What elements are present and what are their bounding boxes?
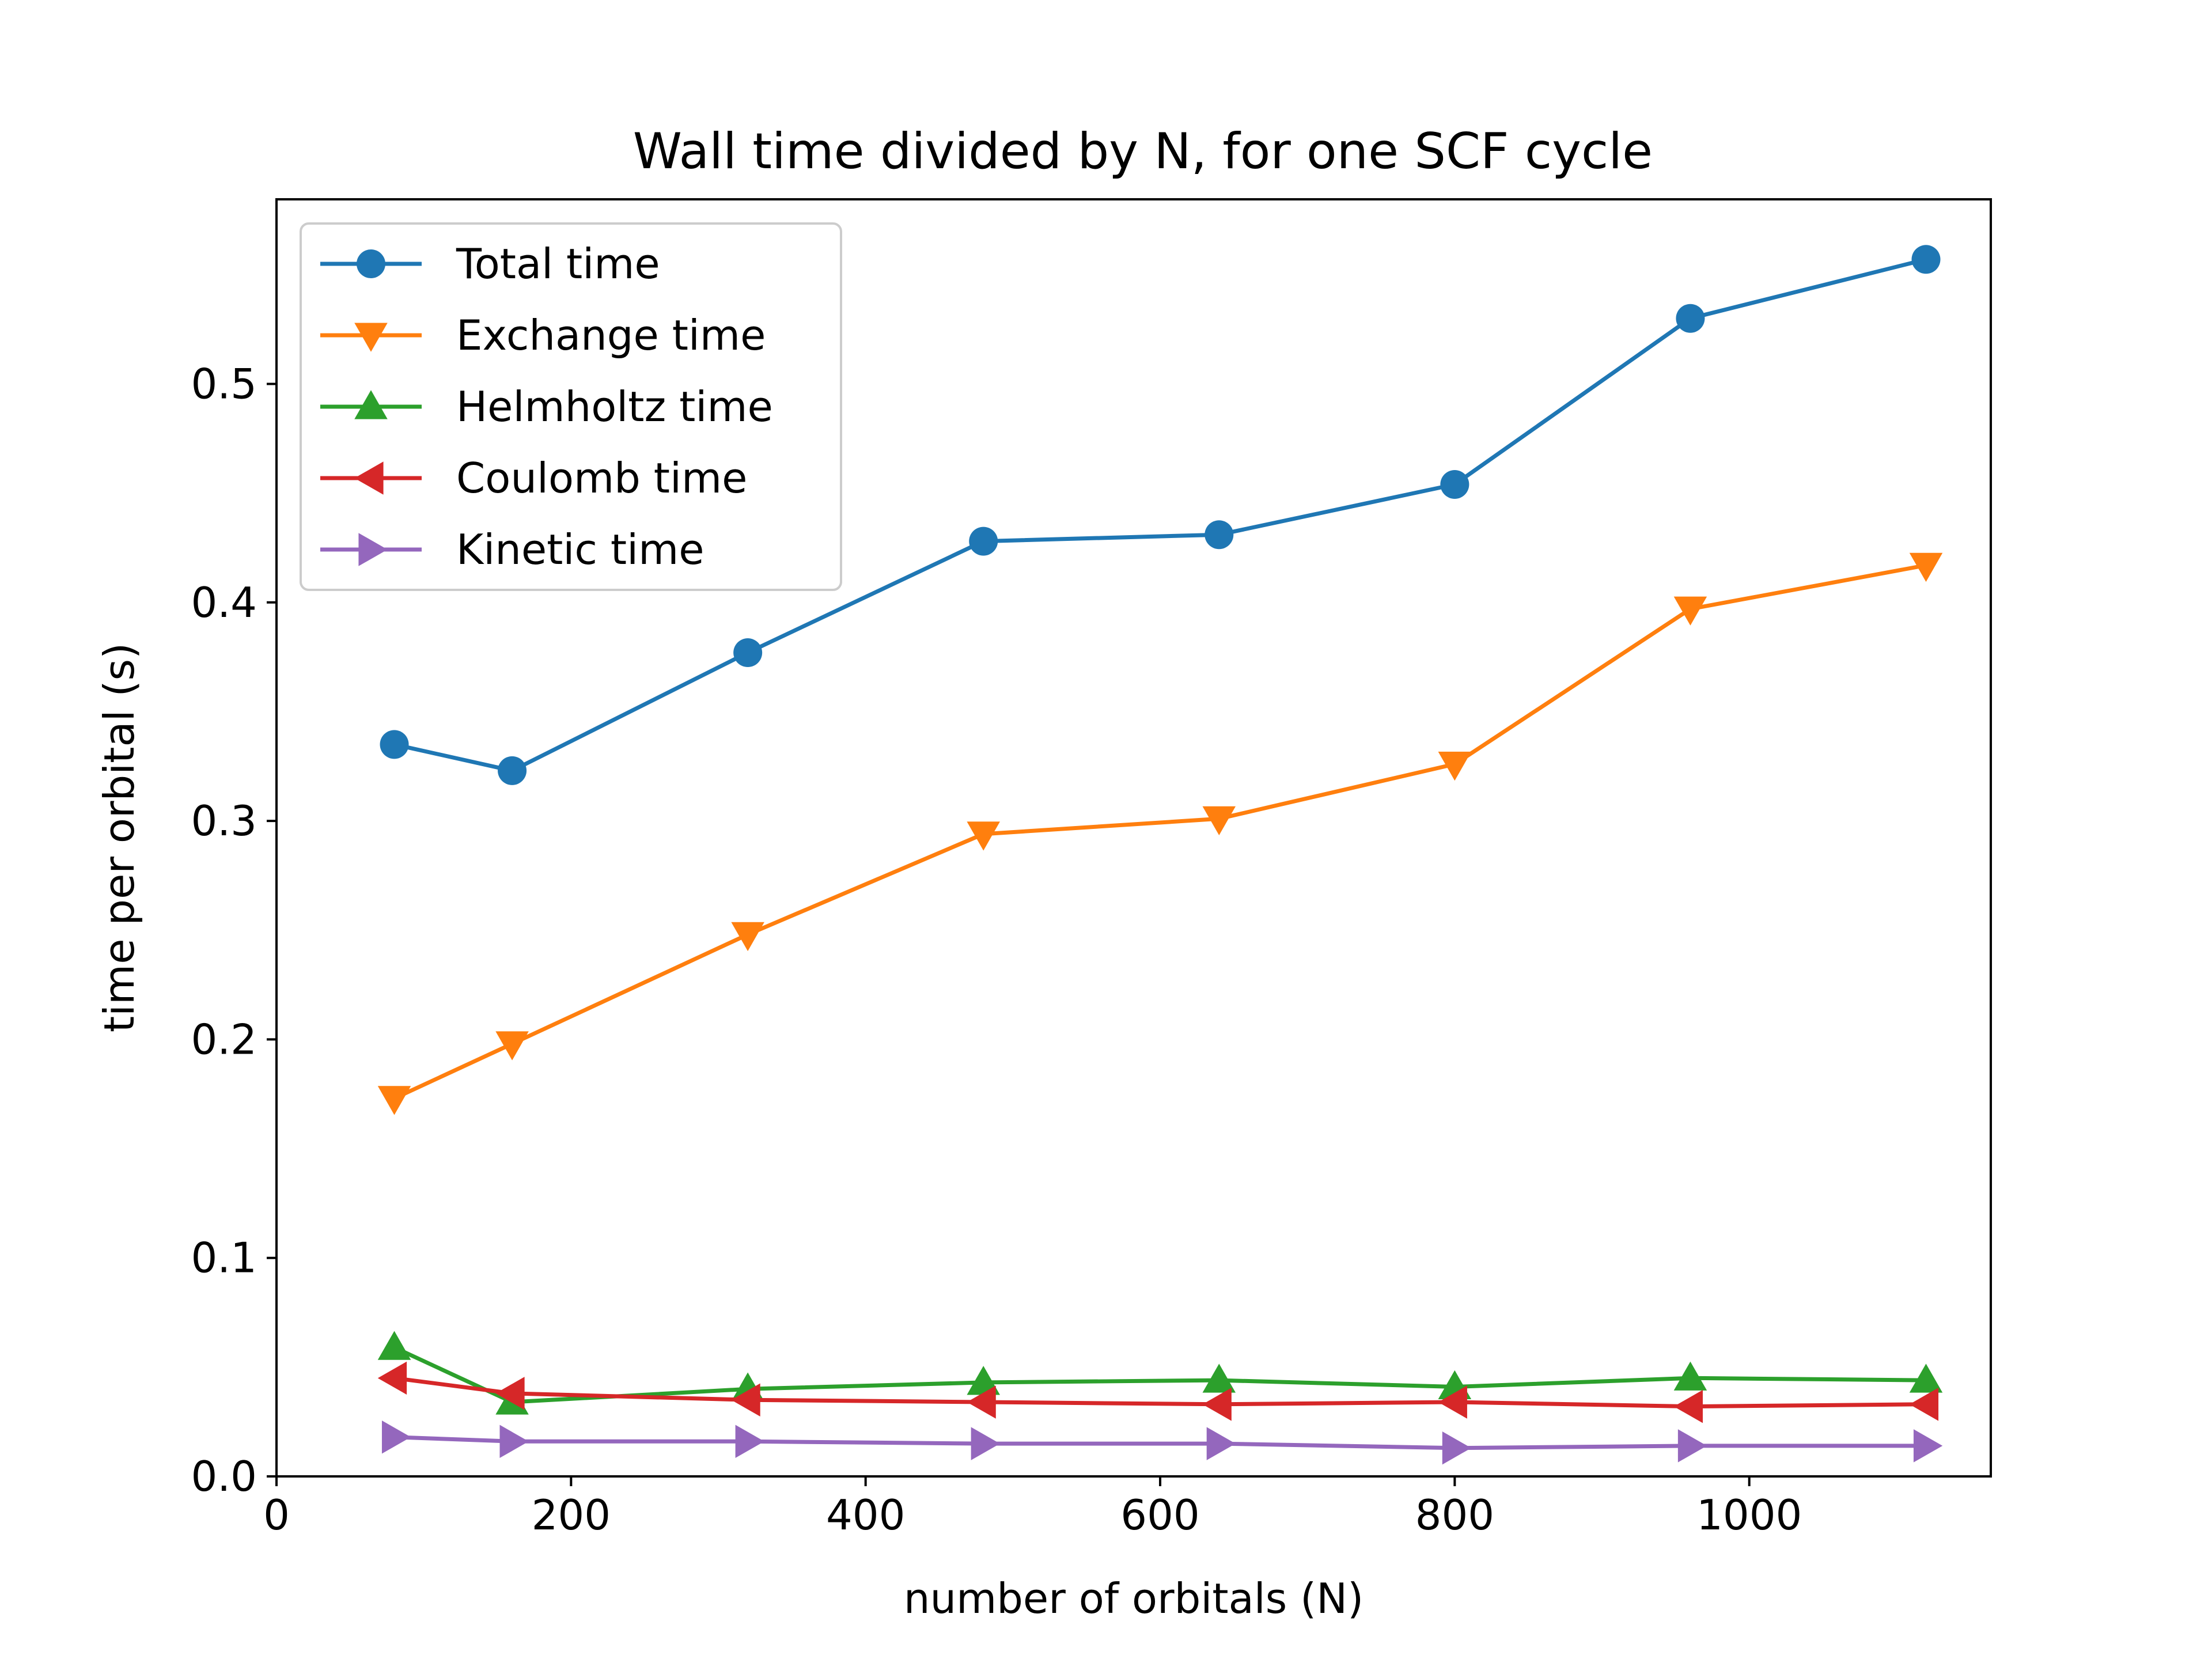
data-point (377, 1086, 411, 1115)
x-axis-label: number of orbitals (N) (904, 1574, 1363, 1623)
data-point (971, 1427, 1000, 1460)
legend-label: Kinetic time (456, 525, 704, 574)
chart-title: Wall time divided by N, for one SCF cycl… (633, 123, 1653, 180)
data-point (1911, 245, 1941, 274)
data-point (1677, 1429, 1707, 1463)
legend-label: Coulomb time (456, 454, 747, 502)
legend-marker (354, 323, 388, 352)
axes-frame (275, 198, 1992, 1478)
legend-marker (354, 461, 384, 495)
data-point (731, 922, 764, 952)
data-point (1913, 1429, 1943, 1463)
data-point (969, 527, 998, 556)
y-tick-label: 0.5 (191, 360, 257, 408)
series (377, 552, 1943, 1115)
x-tick-label: 800 (1415, 1491, 1494, 1539)
legend-marker (354, 390, 388, 419)
legend-label: Total time (456, 240, 660, 288)
data-point (499, 1425, 529, 1459)
y-tick-label: 0.0 (191, 1452, 257, 1501)
data-point (380, 730, 409, 759)
data-point (967, 821, 1000, 851)
x-tick-label: 0 (263, 1491, 290, 1539)
x-axis: 0 200 400 600 800 1000 (263, 1476, 1802, 1539)
data-point (377, 1331, 411, 1360)
series-line (393, 257, 1927, 773)
y-tick-label: 0.1 (191, 1234, 257, 1282)
legend-label: Exchange time (456, 311, 766, 359)
y-tick-label: 0.2 (191, 1015, 257, 1063)
legend-entries: Total time Exchange time Helmholtz time Cou… (320, 240, 773, 574)
series-layer (377, 245, 1943, 1465)
data-point (1673, 1389, 1703, 1423)
data-point (495, 1031, 529, 1060)
data-point (1442, 1431, 1472, 1465)
data-point (381, 1420, 411, 1454)
data-point (495, 1377, 525, 1410)
data-point (1440, 469, 1469, 499)
y-tick-label: 0.4 (191, 578, 257, 627)
data-point (1676, 304, 1705, 333)
data-point (1202, 806, 1236, 836)
data-point (1673, 1361, 1707, 1391)
legend-entry: Exchange time (320, 311, 766, 359)
data-point (967, 1385, 996, 1419)
series-line (393, 563, 1927, 1100)
x-tick-label: 1000 (1696, 1491, 1802, 1539)
y-axis-label: time per orbital (s) (95, 643, 143, 1032)
data-point (733, 638, 763, 668)
x-tick-label: 200 (532, 1491, 611, 1539)
data-point (1438, 751, 1472, 781)
x-tick-label: 600 (1120, 1491, 1199, 1539)
y-axis: 0.0 0.1 0.2 0.3 0.4 0.5 (191, 360, 276, 1501)
legend-marker (357, 249, 385, 278)
series-line (394, 1435, 1926, 1450)
data-point (1206, 1427, 1236, 1460)
legend: Total time Exchange time Helmholtz time Cou… (300, 222, 842, 591)
y-tick-label: 0.3 (191, 797, 257, 845)
data-point (1202, 1388, 1232, 1421)
data-point (731, 1383, 760, 1416)
data-point (735, 1425, 764, 1459)
data-point (377, 1361, 407, 1395)
data-point (1205, 520, 1234, 550)
x-tick-label: 400 (826, 1491, 905, 1539)
data-point (498, 756, 527, 785)
legend-label: Helmholtz time (456, 382, 773, 431)
data-point (967, 1366, 1000, 1395)
data-point (1909, 552, 1943, 582)
series (377, 1361, 1939, 1423)
data-point (1202, 1363, 1236, 1393)
legend-entry: Kinetic time (320, 525, 704, 574)
data-point (1909, 1363, 1943, 1393)
data-point (1909, 1388, 1939, 1421)
data-point (1673, 596, 1707, 626)
legend-box (300, 222, 842, 591)
series-line (394, 1376, 1926, 1409)
series-line (393, 1346, 1926, 1404)
legend-marker (358, 533, 388, 566)
series (380, 245, 1941, 785)
series (381, 1420, 1943, 1465)
legend-entry: Coulomb time (320, 454, 747, 502)
legend-entry: Total time (320, 240, 660, 288)
data-point (1438, 1385, 1467, 1419)
legend-entry: Helmholtz time (320, 382, 773, 431)
